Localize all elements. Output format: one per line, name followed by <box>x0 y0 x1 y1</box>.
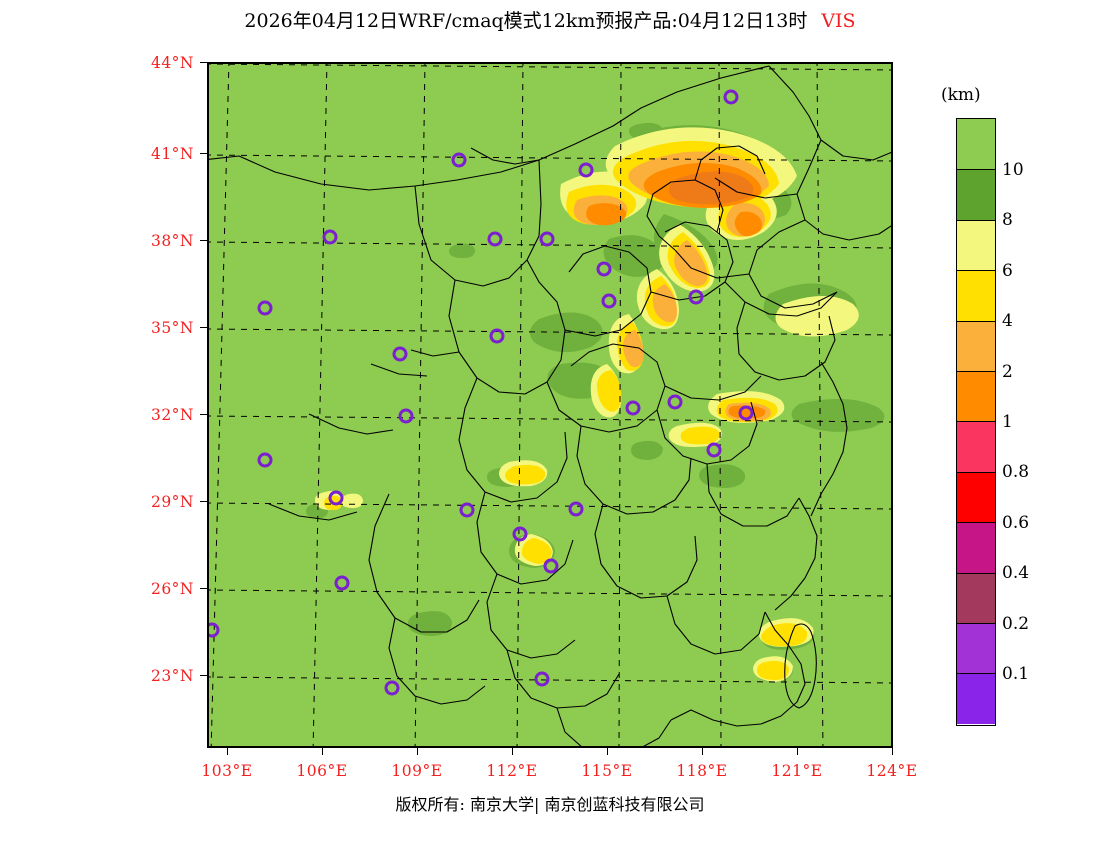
station-marker[interactable] <box>392 346 408 362</box>
contour-fills <box>306 122 885 682</box>
station-marker[interactable] <box>322 229 338 245</box>
y-tick <box>200 501 207 502</box>
colorbar-band <box>957 119 995 170</box>
map-svg <box>209 64 891 746</box>
y-tick <box>200 588 207 589</box>
x-tick <box>512 748 513 755</box>
station-marker[interactable] <box>534 671 550 687</box>
x-axis-label: 121°E <box>771 762 823 780</box>
station-marker[interactable] <box>334 575 350 591</box>
colorbar-unit-label: (km) <box>941 85 981 105</box>
colorbar-band <box>957 421 995 472</box>
station-marker[interactable] <box>451 152 467 168</box>
colorbar-band <box>957 673 995 724</box>
colorbar-tick-label: 0.8 <box>1002 462 1030 483</box>
y-axis-label: 35°N <box>150 319 194 337</box>
colorbar-tick-label: 0.2 <box>1002 613 1030 634</box>
x-tick <box>227 748 228 755</box>
station-marker[interactable] <box>512 526 528 542</box>
x-tick <box>892 748 893 755</box>
y-axis-label: 26°N <box>150 580 194 598</box>
colorbar-tick-label: 2 <box>1002 361 1013 382</box>
colorbar-band <box>957 471 995 523</box>
colorbar[interactable] <box>956 118 996 726</box>
colorbar-tick-label: 1 <box>1002 412 1013 432</box>
station-marker[interactable] <box>596 261 612 277</box>
x-tick <box>607 748 608 755</box>
y-tick <box>200 675 207 676</box>
colorbar-tick-label: 10 <box>1002 159 1024 180</box>
station-markers[interactable] <box>209 89 754 696</box>
x-axis-label: 109°E <box>391 762 443 780</box>
colorbar-band <box>957 572 995 624</box>
colorbar-tick-label: 0.1 <box>1002 664 1030 685</box>
y-axis-label: 32°N <box>150 406 194 424</box>
station-marker[interactable] <box>738 405 754 421</box>
colorbar-tick-label: 4 <box>1002 311 1013 332</box>
y-axis-label: 41°N <box>150 145 194 163</box>
title-variable: VIS <box>821 10 856 32</box>
colorbar-tick-label: 6 <box>1002 260 1013 281</box>
copyright-footer: 版权所有: 南京大学| 南京创蓝科技有限公司 <box>395 795 705 814</box>
station-marker[interactable] <box>706 442 722 458</box>
station-marker[interactable] <box>568 501 584 517</box>
map-borders <box>209 65 891 746</box>
x-tick <box>322 748 323 755</box>
title-text: 2026年04月12日WRF/cmaq模式12km预报产品:04月12日13时 <box>244 10 808 32</box>
station-marker[interactable] <box>543 558 559 574</box>
y-tick <box>200 153 207 154</box>
x-tick <box>417 748 418 755</box>
colorbar-tick-label: 8 <box>1002 210 1013 231</box>
x-axis-label: 124°E <box>866 762 918 780</box>
x-axis-label: 115°E <box>581 762 633 780</box>
station-marker[interactable] <box>209 622 220 638</box>
y-tick <box>200 327 207 328</box>
station-marker[interactable] <box>328 490 344 506</box>
station-marker[interactable] <box>487 231 503 247</box>
map-gridlines <box>209 64 891 746</box>
y-tick <box>200 62 207 63</box>
station-marker[interactable] <box>625 400 641 416</box>
station-marker[interactable] <box>539 231 555 247</box>
station-marker[interactable] <box>601 293 617 309</box>
station-marker[interactable] <box>257 300 273 316</box>
y-axis-label: 38°N <box>150 232 194 250</box>
colorbar-band <box>957 371 995 422</box>
station-marker[interactable] <box>723 89 739 105</box>
station-marker[interactable] <box>578 162 594 178</box>
colorbar-band <box>957 522 995 573</box>
station-marker[interactable] <box>489 328 505 344</box>
y-tick <box>200 240 207 241</box>
colorbar-band <box>957 219 995 271</box>
station-marker[interactable] <box>667 394 683 410</box>
colorbar-tick-label: 0.4 <box>1002 563 1030 584</box>
colorbar-band <box>957 169 995 220</box>
station-marker[interactable] <box>688 289 704 305</box>
x-axis-label: 118°E <box>676 762 728 780</box>
station-marker[interactable] <box>459 502 475 518</box>
y-tick <box>200 414 207 415</box>
colorbar-band <box>957 320 995 372</box>
map-plot-area[interactable] <box>207 62 893 748</box>
y-axis-label: 29°N <box>150 493 194 511</box>
page-title: 2026年04月12日WRF/cmaq模式12km预报产品:04月12日13时 V… <box>0 6 1100 33</box>
y-axis-label: 23°N <box>150 667 194 685</box>
y-axis-label: 44°N <box>150 54 194 72</box>
x-axis-label: 106°E <box>296 762 348 780</box>
station-marker[interactable] <box>257 452 273 468</box>
station-marker[interactable] <box>398 408 414 424</box>
x-tick <box>797 748 798 755</box>
colorbar-band <box>957 623 995 674</box>
x-axis-label: 112°E <box>486 762 538 780</box>
colorbar-tick-label: 0.6 <box>1002 512 1030 533</box>
colorbar-band <box>957 270 995 321</box>
station-marker[interactable] <box>384 680 400 696</box>
x-tick <box>702 748 703 755</box>
x-axis-label: 103°E <box>201 762 253 780</box>
